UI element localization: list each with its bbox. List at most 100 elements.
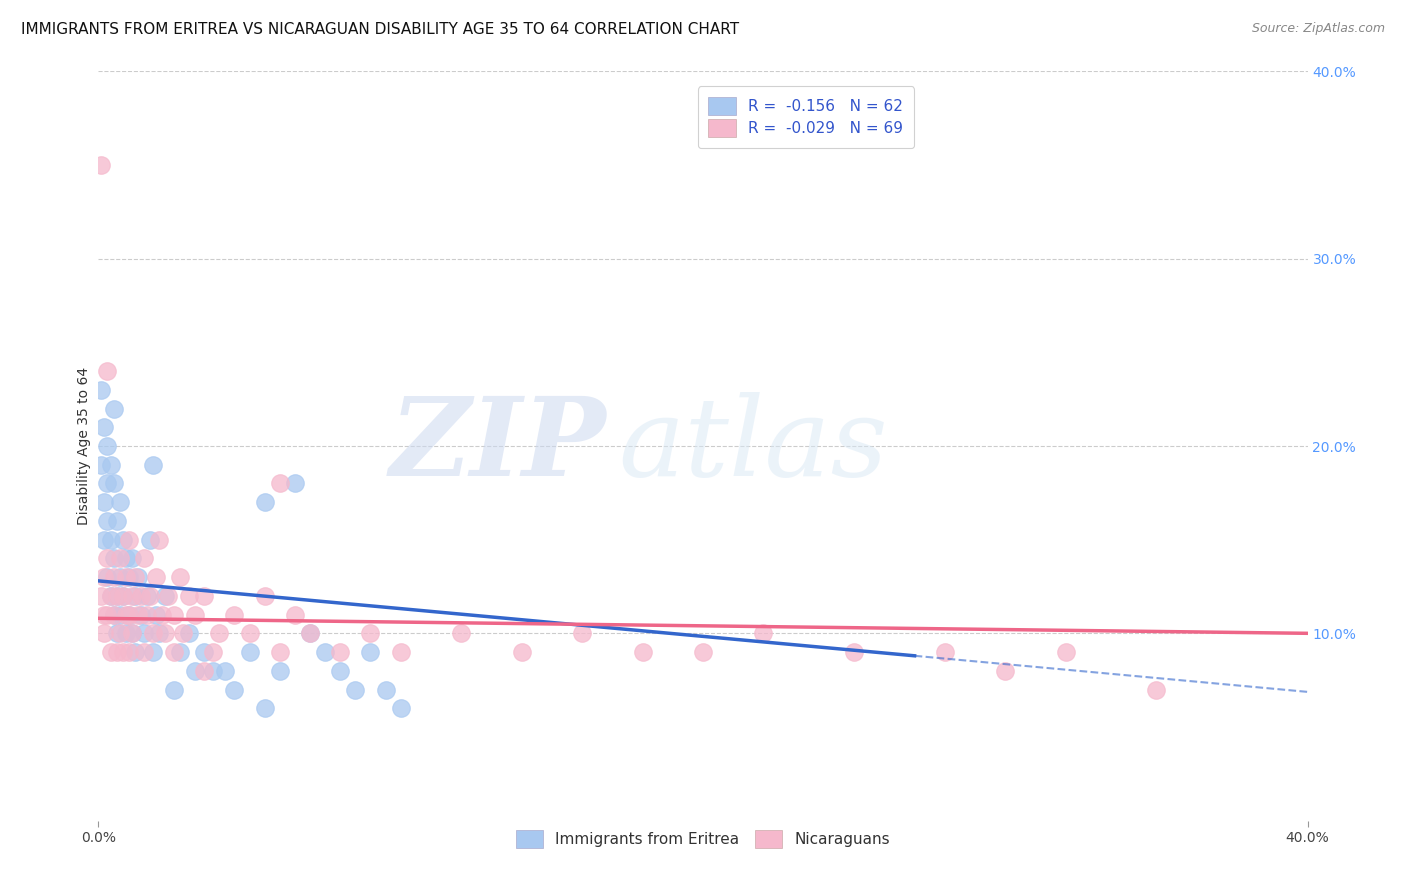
Point (103, 607, 125, 622)
Point (121, 589, 143, 603)
Point (124, 570, 146, 584)
Point (93, 570, 115, 584)
Point (269, 645, 291, 659)
Point (269, 476, 291, 491)
Text: atlas: atlas (619, 392, 889, 500)
Point (96, 514, 118, 528)
Point (153, 589, 176, 603)
Point (389, 701, 412, 715)
Point (450, 626, 472, 640)
Point (142, 458, 165, 472)
Point (202, 664, 225, 678)
Point (103, 607, 125, 622)
Point (127, 607, 149, 622)
Point (284, 476, 307, 491)
Point (253, 589, 276, 603)
Point (114, 607, 136, 622)
Point (108, 626, 131, 640)
Point (239, 626, 262, 640)
Point (124, 589, 146, 603)
Point (314, 645, 336, 659)
Point (163, 645, 186, 659)
Point (129, 607, 152, 622)
Point (96, 607, 118, 622)
Point (118, 570, 141, 584)
Point (111, 645, 134, 659)
Text: IMMIGRANTS FROM ERITREA VS NICARAGUAN DISABILITY AGE 35 TO 64 CORRELATION CHART: IMMIGRANTS FROM ERITREA VS NICARAGUAN DI… (21, 22, 740, 37)
Point (179, 589, 201, 603)
Point (163, 682, 186, 697)
Point (224, 607, 246, 622)
Point (153, 626, 176, 640)
Point (344, 682, 367, 697)
Point (118, 607, 141, 622)
Point (214, 664, 236, 678)
Point (169, 645, 191, 659)
Point (108, 570, 131, 584)
Point (105, 514, 128, 528)
Point (142, 645, 165, 659)
Point (105, 626, 128, 640)
Point (90, 158, 112, 172)
Point (193, 664, 215, 678)
Point (100, 589, 122, 603)
Point (631, 645, 654, 659)
Point (994, 664, 1017, 678)
Text: Source: ZipAtlas.com: Source: ZipAtlas.com (1251, 22, 1385, 36)
Point (96, 570, 118, 584)
Point (145, 607, 167, 622)
Point (299, 626, 322, 640)
Point (253, 701, 276, 715)
Point (150, 607, 173, 622)
Point (111, 533, 134, 547)
Point (90, 589, 112, 603)
Point (93, 495, 115, 509)
Point (142, 626, 165, 640)
Point (299, 626, 322, 640)
Point (111, 589, 134, 603)
Point (148, 626, 170, 640)
Point (100, 458, 122, 472)
Point (148, 533, 170, 547)
Point (374, 682, 396, 697)
Point (96, 551, 118, 566)
Point (269, 664, 291, 678)
Point (103, 401, 125, 416)
Point (105, 645, 128, 659)
Point (118, 533, 141, 547)
Point (184, 664, 207, 678)
Point (96, 476, 118, 491)
Point (692, 645, 714, 659)
Point (1054, 645, 1077, 659)
Point (114, 551, 136, 566)
Point (360, 626, 382, 640)
Point (571, 626, 593, 640)
Point (202, 645, 225, 659)
Point (108, 607, 131, 622)
Point (169, 570, 191, 584)
Point (103, 476, 125, 491)
Point (193, 589, 215, 603)
Point (93, 626, 115, 640)
Point (90, 383, 112, 397)
Point (360, 645, 382, 659)
Point (135, 589, 157, 603)
Point (114, 626, 136, 640)
Point (103, 570, 125, 584)
Point (121, 626, 143, 640)
Point (135, 607, 157, 622)
Point (124, 645, 146, 659)
Point (100, 589, 122, 603)
Point (100, 645, 122, 659)
Point (184, 607, 207, 622)
Point (208, 626, 231, 640)
Point (132, 645, 155, 659)
Point (127, 570, 149, 584)
Point (103, 551, 125, 566)
Point (105, 589, 128, 603)
Point (253, 495, 276, 509)
Point (239, 645, 262, 659)
Point (389, 645, 412, 659)
Point (752, 626, 775, 640)
Point (132, 551, 155, 566)
